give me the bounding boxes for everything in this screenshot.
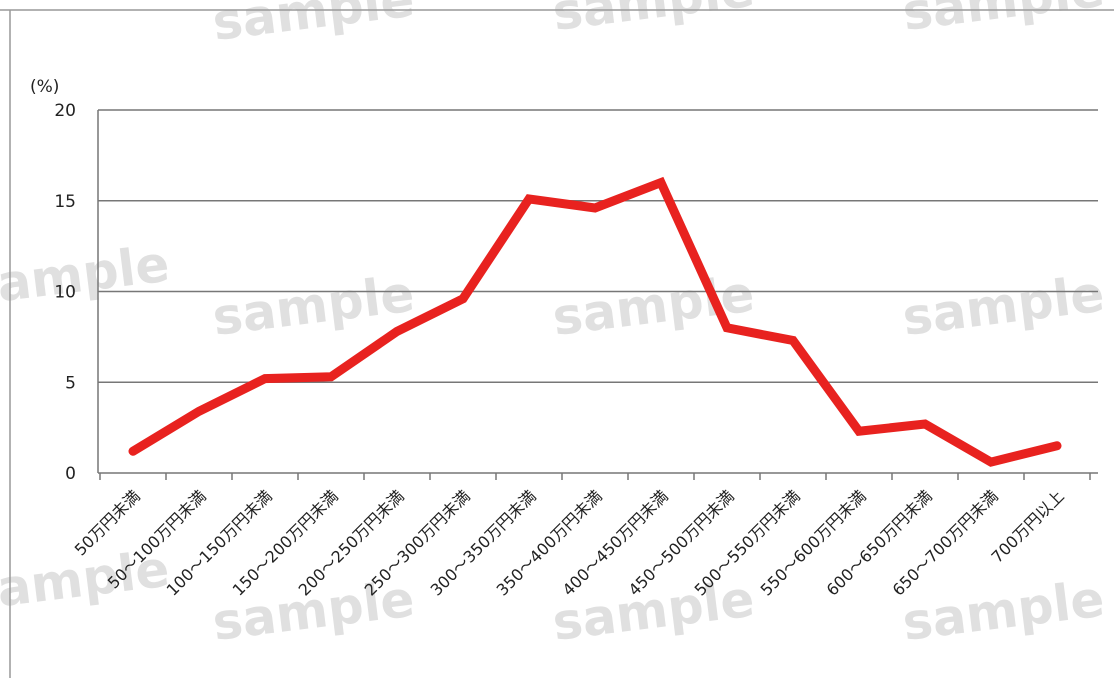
data-point <box>329 374 333 379</box>
watermark-text: sample <box>899 570 1107 652</box>
data-point <box>593 206 597 211</box>
data-point <box>131 449 135 454</box>
watermark-text: sample <box>209 0 417 52</box>
x-tick-labels: 50万円未満50～100万円未満100～150万円未満150～200万円未満20… <box>71 486 1068 599</box>
y-tick-label: 5 <box>65 373 76 393</box>
series-layer <box>128 176 1062 467</box>
data-point <box>263 376 267 381</box>
y-tick-label: 10 <box>54 283 76 303</box>
y-tick-labels: 0 5 10 15 20 <box>54 101 76 484</box>
y-tick-label: 15 <box>54 192 76 212</box>
gridlines <box>98 109 1098 383</box>
data-point <box>659 180 663 185</box>
data-point <box>527 196 531 201</box>
data-point <box>791 338 795 343</box>
watermark-text: sample <box>0 235 172 317</box>
data-point <box>725 325 729 330</box>
data-point <box>197 409 201 414</box>
y-axis-unit-label: (%) <box>30 77 59 97</box>
axes <box>97 110 1098 480</box>
y-tick-label: 0 <box>65 464 76 484</box>
y-tick-label: 20 <box>54 101 76 121</box>
watermark-text: sample <box>549 265 757 347</box>
data-point <box>857 429 861 434</box>
data-point <box>395 329 399 334</box>
watermark-text: sample <box>899 265 1107 347</box>
data-point <box>989 460 993 465</box>
data-point <box>1055 443 1059 448</box>
data-point <box>923 421 927 426</box>
data-point <box>461 296 465 301</box>
watermark-text: sample <box>899 0 1107 42</box>
watermark-text: sample <box>549 0 757 42</box>
